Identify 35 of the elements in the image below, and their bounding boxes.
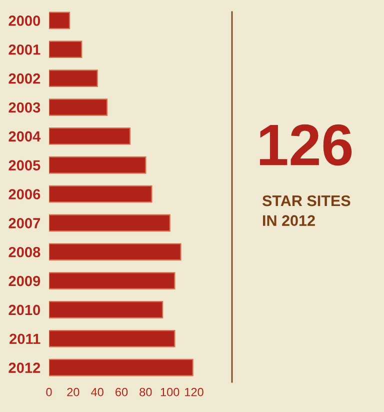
y-tick-label: 2003 <box>8 102 40 113</box>
y-tick-label: 2006 <box>8 189 40 200</box>
bar <box>49 40 82 58</box>
bar <box>49 12 70 30</box>
y-tick-label: 2000 <box>8 16 40 26</box>
y-tick-label: 2009 <box>8 276 40 286</box>
bar <box>49 358 194 376</box>
y-tick-label: 2005 <box>8 160 40 171</box>
bar <box>49 70 98 87</box>
y-tick-label: 2002 <box>8 73 40 84</box>
y-tick-label: 2007 <box>8 218 40 228</box>
y-tick-label: 2001 <box>8 44 40 55</box>
y-tick-label: 2008 <box>8 246 40 258</box>
bar <box>49 272 176 290</box>
bar <box>49 156 146 174</box>
bar <box>49 330 176 348</box>
y-tick-label: 2011 <box>10 334 40 344</box>
y-tick-label: 2010 <box>8 304 40 316</box>
x-tick-label: 100 <box>160 388 180 396</box>
bar <box>49 185 152 203</box>
x-tick-label: 80 <box>140 388 152 396</box>
x-tick-label: 20 <box>67 388 80 396</box>
bar <box>49 128 131 145</box>
bar <box>49 301 164 318</box>
text: 126 <box>260 124 352 166</box>
text: STAR SITES IN 2012 <box>262 195 350 226</box>
x-tick-label: 0 <box>46 388 52 396</box>
x-tick-label: 40 <box>91 388 104 396</box>
y-tick-label: 2004 <box>8 131 41 142</box>
x-tick-label: 120 <box>185 388 204 396</box>
x-tick-label: 60 <box>116 388 128 396</box>
y-tick-label: 2012 <box>8 362 40 373</box>
bar <box>49 214 170 232</box>
bar <box>49 98 108 116</box>
bar <box>49 243 182 260</box>
